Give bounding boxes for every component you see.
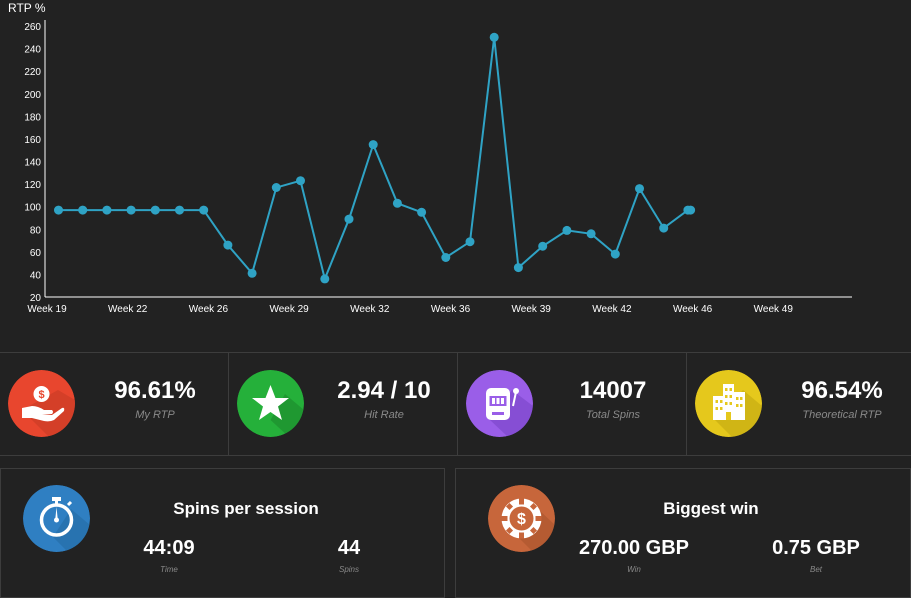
data-point[interactable] bbox=[417, 207, 427, 217]
data-point[interactable] bbox=[686, 205, 696, 215]
my-rtp-label: My RTP bbox=[135, 409, 175, 421]
session-spins-value: 44 bbox=[337, 537, 361, 559]
stopwatch-icon bbox=[23, 485, 90, 552]
casino-chip-icon: $ bbox=[488, 485, 555, 552]
y-tick-label: 80 bbox=[30, 225, 42, 236]
y-tick-label: 260 bbox=[24, 22, 41, 33]
y-axis-label: RTP % bbox=[8, 1, 46, 15]
y-tick-label: 100 bbox=[24, 203, 41, 214]
x-tick-label: Week 39 bbox=[512, 304, 552, 315]
data-point[interactable] bbox=[513, 263, 523, 273]
x-tick-label: Week 32 bbox=[350, 304, 390, 315]
x-tick-label: Week 36 bbox=[431, 304, 471, 315]
x-tick-label: Week 49 bbox=[754, 304, 794, 315]
x-tick-label: Week 29 bbox=[269, 304, 309, 315]
data-point[interactable] bbox=[126, 205, 136, 215]
data-point[interactable] bbox=[223, 240, 233, 250]
building-icon bbox=[695, 370, 762, 437]
biggest-win-card: $ Biggest win 270.00 GBP Win 0.75 GBP Be… bbox=[455, 468, 911, 598]
data-point[interactable] bbox=[659, 223, 669, 233]
svg-text:$: $ bbox=[517, 511, 526, 528]
stat-card-hit-rate: 2.94 / 10 Hit Rate bbox=[229, 353, 458, 455]
y-tick-label: 180 bbox=[24, 112, 41, 123]
star-icon bbox=[237, 370, 304, 437]
y-tick-label: 140 bbox=[24, 158, 41, 169]
data-point[interactable] bbox=[247, 268, 257, 278]
data-point[interactable] bbox=[586, 229, 596, 239]
stat-card-theoretical-rtp: 96.54% Theoretical RTP bbox=[687, 353, 911, 455]
svg-text:$: $ bbox=[38, 389, 44, 401]
y-tick-label: 120 bbox=[24, 180, 41, 191]
session-spins-label: Spins bbox=[338, 565, 359, 574]
y-tick-label: 200 bbox=[24, 90, 41, 101]
session-time-value: 44:09 bbox=[143, 537, 195, 559]
x-axis: Week 19 Week 22 Week 26 Week 29 Week 32 Week … bbox=[27, 304, 793, 315]
data-point[interactable] bbox=[368, 140, 378, 150]
y-tick-label: 60 bbox=[30, 248, 42, 259]
data-point[interactable] bbox=[199, 205, 209, 215]
spins-per-session-card: Spins per session 44:09 Time 44 Spins bbox=[0, 468, 445, 598]
data-point[interactable] bbox=[562, 225, 572, 235]
data-point[interactable] bbox=[392, 198, 402, 208]
hit-rate-label: Hit Rate bbox=[364, 409, 404, 421]
theoretical-rtp-value: 96.54% bbox=[801, 377, 883, 404]
y-tick-label: 40 bbox=[30, 270, 42, 281]
rtp-line-chart: RTP % 20 40 60 80 100 120 140 160 180 200 220 240 26… bbox=[8, 1, 852, 315]
stat-card-my-rtp: $ 96.61% My RTP bbox=[0, 353, 229, 455]
x-tick-label: Week 42 bbox=[592, 304, 632, 315]
data-point[interactable] bbox=[610, 249, 620, 259]
data-point[interactable] bbox=[635, 184, 644, 194]
hand-money-icon: $ bbox=[8, 370, 75, 437]
biggest-win-label: Win bbox=[627, 565, 641, 574]
data-point[interactable] bbox=[102, 205, 112, 215]
stat-card-total-spins: 14007 Total Spins bbox=[458, 353, 687, 455]
total-spins-value: 14007 bbox=[579, 377, 647, 404]
y-tick-label: 220 bbox=[24, 67, 41, 78]
data-point[interactable] bbox=[344, 214, 354, 224]
my-rtp-value: 96.61% bbox=[114, 377, 196, 404]
y-tick-label: 240 bbox=[24, 45, 41, 56]
stats-row: $ 96.61% My RTP 2.94 / 10 Hit Rate bbox=[0, 352, 911, 456]
y-tick-label: 20 bbox=[30, 293, 42, 304]
rtp-series-points bbox=[54, 32, 696, 284]
x-tick-label: Week 22 bbox=[108, 304, 148, 315]
data-point[interactable] bbox=[320, 274, 330, 284]
y-axis: 20 40 60 80 100 120 140 160 180 200 220 240 260 bbox=[24, 22, 41, 304]
hit-rate-value: 2.94 / 10 bbox=[337, 377, 431, 404]
spins-per-session-title: Spins per session bbox=[173, 499, 319, 518]
data-point[interactable] bbox=[150, 205, 160, 215]
data-point[interactable] bbox=[538, 241, 548, 251]
data-point[interactable] bbox=[271, 183, 281, 192]
x-tick-label: Week 46 bbox=[673, 304, 713, 315]
data-point[interactable] bbox=[54, 205, 63, 215]
theoretical-rtp-label: Theoretical RTP bbox=[802, 409, 882, 421]
data-point[interactable] bbox=[489, 32, 499, 42]
data-point[interactable] bbox=[465, 237, 475, 247]
data-point[interactable] bbox=[78, 205, 88, 215]
y-tick-label: 160 bbox=[24, 135, 41, 146]
biggest-win-title: Biggest win bbox=[663, 499, 759, 518]
biggest-win-value: 270.00 GBP bbox=[578, 537, 690, 559]
biggest-bet-value: 0.75 GBP bbox=[772, 537, 860, 559]
x-tick-label: Week 26 bbox=[189, 304, 229, 315]
biggest-bet-label: Bet bbox=[809, 565, 822, 574]
total-spins-label: Total Spins bbox=[585, 409, 641, 421]
data-point[interactable] bbox=[175, 205, 184, 215]
data-point[interactable] bbox=[441, 253, 451, 262]
x-tick-label: Week 19 bbox=[27, 304, 67, 315]
data-point[interactable] bbox=[296, 176, 305, 186]
rtp-series-line bbox=[58, 37, 691, 283]
slot-machine-icon bbox=[466, 370, 533, 437]
session-time-label: Time bbox=[160, 565, 178, 574]
